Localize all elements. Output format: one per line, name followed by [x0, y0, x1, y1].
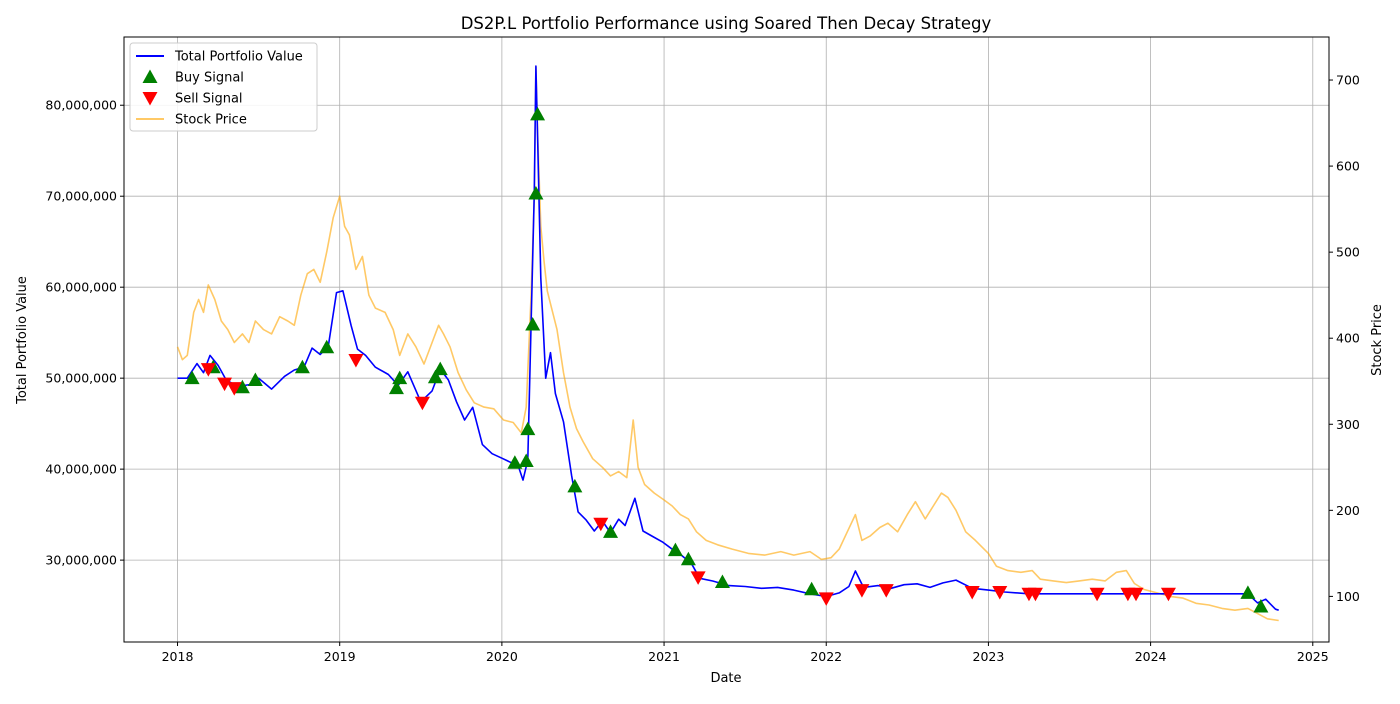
- buy-signal-marker: [528, 185, 544, 200]
- y2-axis-label: Stock Price: [1370, 304, 1385, 376]
- y2-tick-label: 300: [1336, 417, 1360, 432]
- buy-signal-marker: [432, 361, 448, 376]
- buy-signal-marker: [530, 106, 546, 121]
- x-tick-label: 2019: [324, 649, 356, 664]
- chart-title: DS2P.L Portfolio Performance using Soare…: [461, 14, 992, 33]
- buy-signal-marker: [680, 551, 696, 566]
- sell-signal-marker: [818, 592, 834, 606]
- plot-frame: [123, 36, 1330, 643]
- buy-signal-marker: [184, 370, 200, 385]
- buy-signal-marker: [603, 524, 619, 538]
- sell-signal-marker: [593, 517, 609, 532]
- signal-markers: [184, 106, 1269, 613]
- sell-signal-marker: [217, 377, 233, 392]
- sell-signal-marker: [348, 353, 364, 368]
- x-tick-label: 2024: [1135, 649, 1167, 664]
- stock-price-series: [176, 66, 1279, 622]
- y2-tick-label: 200: [1336, 503, 1360, 518]
- y-tick-label: 80,000,000: [45, 98, 117, 113]
- x-tick-label: 2018: [162, 649, 194, 664]
- sell-signal-marker: [854, 584, 870, 598]
- buy-signal-marker: [1240, 585, 1256, 599]
- sell-signal-marker: [226, 382, 242, 396]
- sell-signal-marker: [878, 584, 894, 598]
- legend-buy-swatch: [142, 69, 158, 83]
- legend-box: [129, 42, 318, 132]
- sell-signal-marker: [200, 363, 216, 377]
- buy-signal-marker: [507, 455, 523, 469]
- sell-signal-marker: [690, 571, 706, 585]
- y-tick-label: 50,000,000: [45, 371, 117, 386]
- buy-signal-marker: [667, 542, 683, 557]
- buy-signal-marker: [319, 339, 335, 354]
- sell-signal-marker: [1089, 587, 1105, 602]
- y2-tick-label: 400: [1336, 331, 1360, 346]
- buy-signal-marker: [1253, 599, 1269, 613]
- buy-signal-marker: [388, 380, 404, 395]
- legend-sell-swatch: [142, 92, 158, 106]
- stock-price-line: [176, 66, 1279, 622]
- buy-signal-marker: [247, 372, 263, 386]
- buy-signal-marker: [392, 370, 408, 385]
- y2-tick-label: 500: [1336, 245, 1360, 260]
- legend: Total Portfolio Value Buy Signal Sell Sign…: [129, 42, 318, 132]
- buy-signal-marker: [714, 574, 730, 588]
- sell-signal-marker: [992, 585, 1008, 600]
- grid-layer: [124, 37, 1329, 642]
- y2-tick-label: 600: [1336, 159, 1360, 174]
- buy-signal-marker: [234, 379, 250, 394]
- x-axis-label: Date: [710, 671, 741, 686]
- axis-layer: 2018 2019 2020 2021 2022 2023 2024 2025 30,000,0…: [45, 73, 1359, 664]
- sell-signal-marker: [964, 585, 980, 600]
- y2-tick-label: 700: [1336, 73, 1360, 88]
- legend-label: Total Portfolio Value: [174, 50, 303, 65]
- x-tick-label: 2025: [1297, 649, 1329, 664]
- sell-signal-marker: [414, 396, 430, 411]
- y-axis-label: Total Portfolio Value: [15, 276, 30, 405]
- sell-signal-marker: [1160, 587, 1176, 602]
- y-tick-label: 70,000,000: [45, 189, 117, 204]
- legend-label: Buy Signal: [175, 71, 244, 86]
- sell-signal-marker: [1128, 587, 1144, 602]
- legend-label: Sell Signal: [175, 92, 243, 107]
- sell-signal-marker: [1027, 587, 1043, 602]
- x-tick-label: 2020: [486, 649, 518, 664]
- y-tick-label: 30,000,000: [45, 553, 117, 568]
- buy-signal-marker: [518, 453, 534, 467]
- buy-signal-marker: [427, 369, 443, 384]
- legend-label: Stock Price: [175, 113, 247, 128]
- y-tick-label: 40,000,000: [45, 462, 117, 477]
- x-tick-label: 2022: [810, 649, 842, 664]
- x-tick-label: 2021: [648, 649, 680, 664]
- x-tick-label: 2023: [973, 649, 1005, 664]
- buy-signal-marker: [804, 581, 820, 596]
- y-tick-label: 60,000,000: [45, 280, 117, 295]
- y2-tick-label: 100: [1336, 589, 1360, 604]
- buy-signal-marker: [520, 421, 536, 436]
- buy-signal-marker: [525, 316, 541, 331]
- buy-signal-marker: [567, 478, 583, 493]
- buy-signal-marker: [294, 359, 310, 374]
